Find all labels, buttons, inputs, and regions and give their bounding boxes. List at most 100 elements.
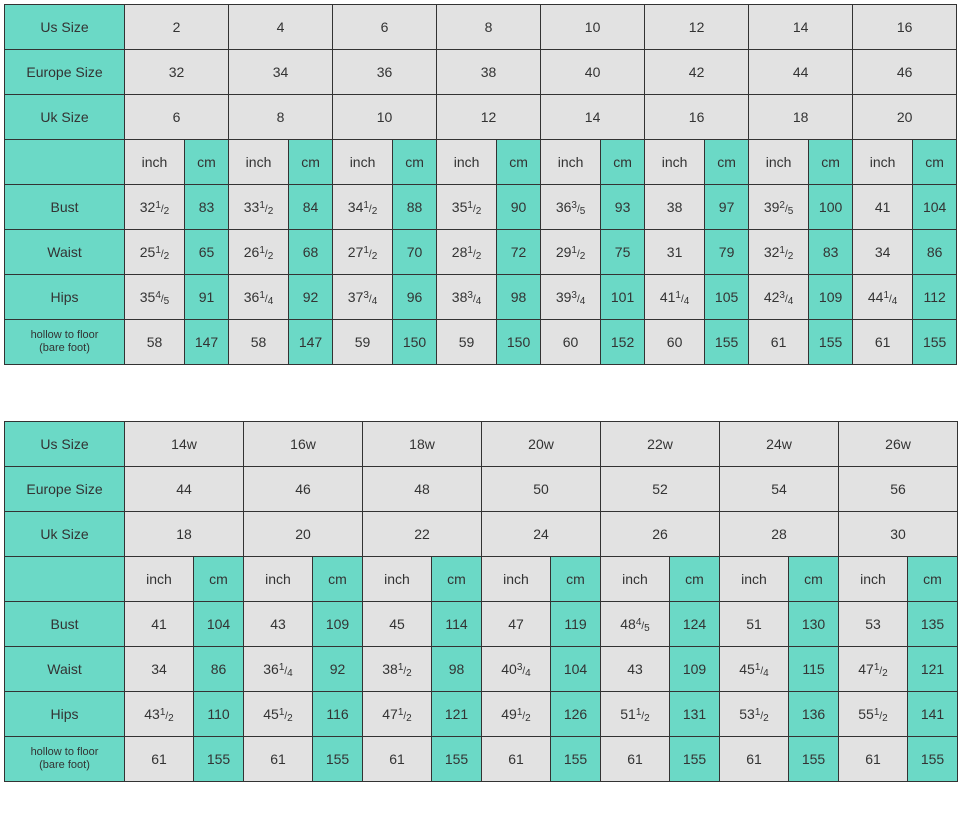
row-bust-inch: 41 xyxy=(125,602,194,647)
unit-header-cm: cm xyxy=(601,140,645,185)
row-waist-inch: 381/2 xyxy=(363,647,432,692)
row-uk-size-value: 18 xyxy=(749,95,853,140)
row-us-size-value: 2 xyxy=(125,5,229,50)
row-bust-cm: 119 xyxy=(551,602,601,647)
unit-header-inch: inch xyxy=(229,140,289,185)
row-bust-cm: 90 xyxy=(497,185,541,230)
row-hips-cm: 126 xyxy=(551,692,601,737)
row-waist-inch: 361/4 xyxy=(244,647,313,692)
row-uk-size-value: 24 xyxy=(482,512,601,557)
row-hips-inch: 491/2 xyxy=(482,692,551,737)
row-hips-inch: 411/4 xyxy=(645,275,705,320)
row-hips-inch: 373/4 xyxy=(333,275,393,320)
row-bust-inch: 53 xyxy=(839,602,908,647)
row-waist-cm: 109 xyxy=(670,647,720,692)
unit-header-cm: cm xyxy=(809,140,853,185)
unit-header-cm: cm xyxy=(185,140,229,185)
row-bust-inch: 484/5 xyxy=(601,602,670,647)
row-bust-cm: 135 xyxy=(908,602,958,647)
row-hollow-to-floor-inch: 61 xyxy=(363,737,432,782)
row-hips-cm: 96 xyxy=(393,275,437,320)
row-waist-inch: 291/2 xyxy=(541,230,601,275)
row-hollow-to-floor-inch: 61 xyxy=(125,737,194,782)
unit-header-blank xyxy=(5,557,125,602)
unit-header-inch: inch xyxy=(601,557,670,602)
unit-header-cm: cm xyxy=(908,557,958,602)
row-bust-inch: 351/2 xyxy=(437,185,497,230)
row-waist-inch: 43 xyxy=(601,647,670,692)
row-hips-inch: 511/2 xyxy=(601,692,670,737)
row-hips-inch: 431/2 xyxy=(125,692,194,737)
row-europe-size-value: 36 xyxy=(333,50,437,95)
row-waist-cm: 79 xyxy=(705,230,749,275)
row-waist-inch: 271/2 xyxy=(333,230,393,275)
row-bust-inch: 331/2 xyxy=(229,185,289,230)
row-waist-cm: 75 xyxy=(601,230,645,275)
row-hips-inch: 361/4 xyxy=(229,275,289,320)
row-waist-cm: 86 xyxy=(194,647,244,692)
row-hollow-to-floor-inch: 58 xyxy=(229,320,289,365)
row-waist-label: Waist xyxy=(5,230,125,275)
row-hollow-to-floor-inch: 60 xyxy=(541,320,601,365)
row-bust-cm: 109 xyxy=(313,602,363,647)
row-us-size-value: 22w xyxy=(601,422,720,467)
row-hollow-to-floor-inch: 61 xyxy=(839,737,908,782)
row-hips-cm: 121 xyxy=(432,692,482,737)
row-hollow-to-floor-cm: 155 xyxy=(432,737,482,782)
row-hips-cm: 92 xyxy=(289,275,333,320)
size-chart-regular: Us Size246810121416Europe Size3234363840… xyxy=(4,4,957,365)
row-europe-size-value: 50 xyxy=(482,467,601,512)
row-uk-size-value: 12 xyxy=(437,95,541,140)
row-us-size-value: 10 xyxy=(541,5,645,50)
row-europe-size-value: 54 xyxy=(720,467,839,512)
unit-header-inch: inch xyxy=(125,140,185,185)
unit-header-inch: inch xyxy=(645,140,705,185)
row-bust-label: Bust xyxy=(5,185,125,230)
row-waist-inch: 321/2 xyxy=(749,230,809,275)
row-us-size-value: 8 xyxy=(437,5,541,50)
row-hollow-to-floor-cm: 150 xyxy=(497,320,541,365)
row-us-size-value: 12 xyxy=(645,5,749,50)
row-europe-size-label: Europe Size xyxy=(5,50,125,95)
row-uk-size-value: 30 xyxy=(839,512,958,557)
row-us-size-label: Us Size xyxy=(5,422,125,467)
row-hollow-to-floor-inch: 58 xyxy=(125,320,185,365)
unit-header-cm: cm xyxy=(393,140,437,185)
row-hips: Hips354/591361/492373/496383/498393/4101… xyxy=(5,275,957,320)
row-bust-cm: 104 xyxy=(913,185,957,230)
row-hollow-to-floor-cm: 155 xyxy=(194,737,244,782)
row-bust-inch: 341/2 xyxy=(333,185,393,230)
row-uk-size: Uk Size68101214161820 xyxy=(5,95,957,140)
unit-header-inch: inch xyxy=(853,140,913,185)
row-hips-inch: 451/2 xyxy=(244,692,313,737)
row-hollow-to-floor-inch: 60 xyxy=(645,320,705,365)
row-hollow-to-floor-inch: 61 xyxy=(601,737,670,782)
row-hollow-to-floor-cm: 155 xyxy=(913,320,957,365)
unit-header-cm: cm xyxy=(194,557,244,602)
row-hollow-to-floor-inch: 59 xyxy=(333,320,393,365)
row-uk-size-value: 14 xyxy=(541,95,645,140)
row-hips-inch: 531/2 xyxy=(720,692,789,737)
row-hollow-to-floor: hollow to floor(bare foot)61155611556115… xyxy=(5,737,958,782)
row-europe-size-value: 46 xyxy=(244,467,363,512)
row-uk-size-value: 8 xyxy=(229,95,333,140)
row-waist-inch: 471/2 xyxy=(839,647,908,692)
unit-header-inch: inch xyxy=(244,557,313,602)
row-hollow-to-floor-inch: 61 xyxy=(853,320,913,365)
row-waist-label: Waist xyxy=(5,647,125,692)
unit-header-cm: cm xyxy=(497,140,541,185)
row-waist-cm: 83 xyxy=(809,230,853,275)
row-waist-cm: 92 xyxy=(313,647,363,692)
row-hollow-to-floor-cm: 155 xyxy=(670,737,720,782)
row-europe-size-value: 34 xyxy=(229,50,333,95)
row-bust-cm: 88 xyxy=(393,185,437,230)
row-hollow-to-floor-cm: 150 xyxy=(393,320,437,365)
unit-header-inch: inch xyxy=(333,140,393,185)
row-bust-inch: 392/5 xyxy=(749,185,809,230)
row-bust-cm: 124 xyxy=(670,602,720,647)
row-us-size-value: 26w xyxy=(839,422,958,467)
row-hollow-to-floor-inch: 61 xyxy=(720,737,789,782)
row-hollow-to-floor-cm: 147 xyxy=(289,320,333,365)
row-waist-inch: 251/2 xyxy=(125,230,185,275)
unit-header-cm: cm xyxy=(289,140,333,185)
